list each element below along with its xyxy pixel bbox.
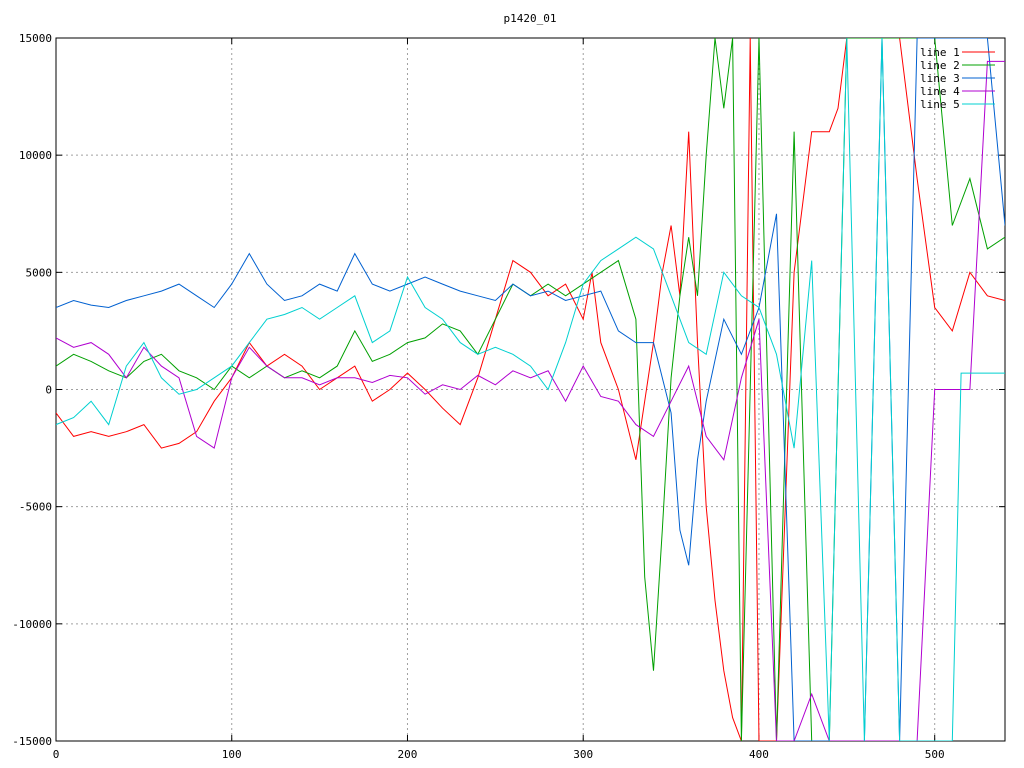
legend-label-1: line 1 (920, 46, 960, 59)
grid-lines (56, 38, 1005, 741)
legend-label-4: line 4 (920, 85, 960, 98)
x-tick-label: 500 (925, 748, 945, 761)
series-line-3 (56, 38, 1005, 741)
y-tick-label: 15000 (19, 32, 52, 45)
y-tick-label: -5000 (19, 501, 52, 514)
legend-label-5: line 5 (920, 98, 960, 111)
y-tick-label: 5000 (26, 266, 53, 279)
x-tick-label: 100 (222, 748, 242, 761)
y-tick-label: -10000 (12, 618, 52, 631)
legend-label-3: line 3 (920, 72, 960, 85)
y-tick-label: -15000 (12, 735, 52, 748)
chart-title: p1420_01 (504, 12, 557, 25)
y-axis-ticks: -15000 -10000 -5000 0 5000 10000 15000 (12, 32, 1005, 748)
series-line-4 (56, 60, 1005, 741)
x-tick-label: 0 (53, 748, 60, 761)
x-tick-label: 400 (749, 748, 769, 761)
x-tick-label: 200 (398, 748, 418, 761)
x-axis-ticks: 0 100 200 300 400 500 (53, 38, 945, 761)
x-tick-label: 300 (573, 748, 593, 761)
series-line-5 (56, 38, 1005, 741)
y-tick-label: 0 (45, 384, 52, 397)
y-tick-label: 10000 (19, 149, 52, 162)
series-layer (56, 38, 1005, 741)
legend-label-2: line 2 (920, 59, 960, 72)
